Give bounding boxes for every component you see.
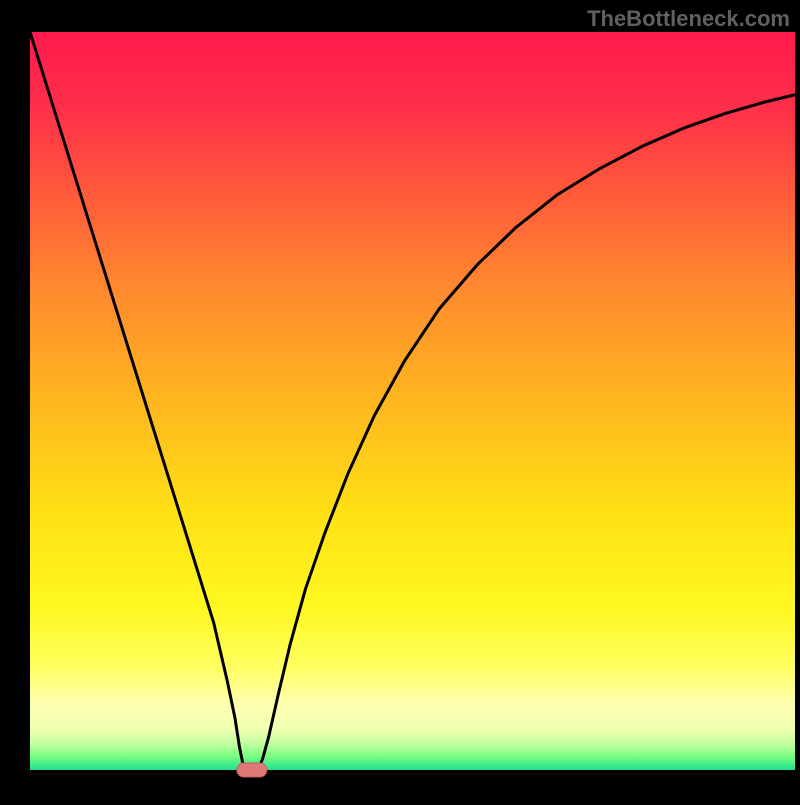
optimal-marker bbox=[237, 763, 267, 777]
bottleneck-chart bbox=[0, 0, 800, 800]
watermark-text: TheBottleneck.com bbox=[587, 6, 790, 32]
chart-svg bbox=[0, 0, 800, 800]
